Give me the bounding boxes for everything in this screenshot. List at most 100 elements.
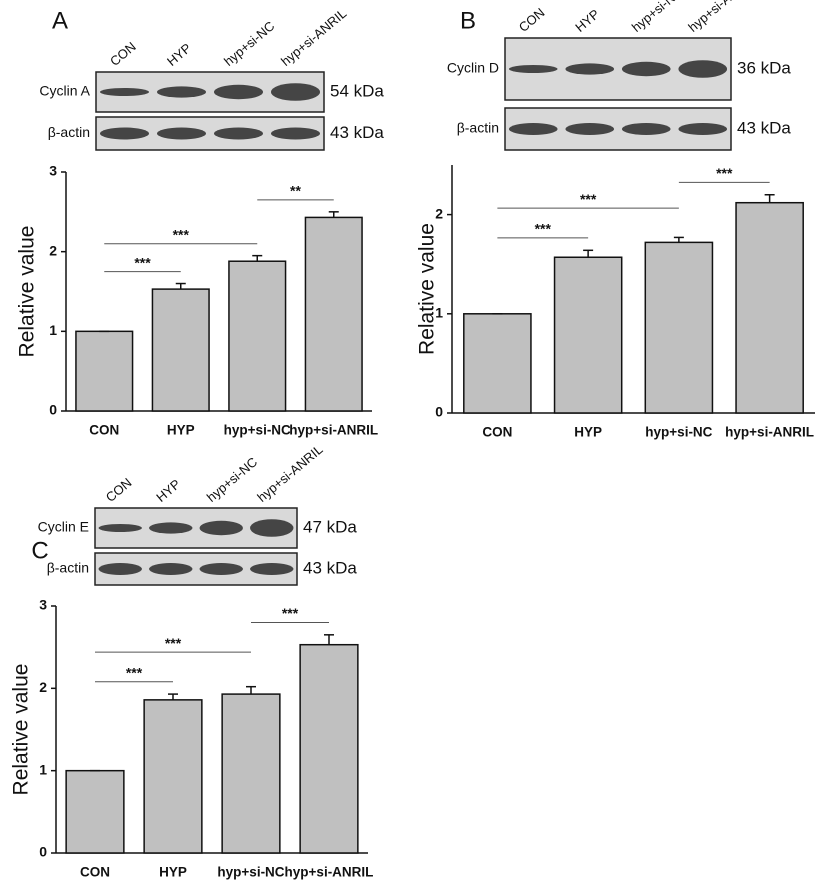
y-tick-label: 3 — [39, 597, 47, 613]
bar — [228, 260, 287, 412]
y-axis-label: Relative value — [16, 226, 39, 358]
bar — [644, 241, 714, 414]
lane-label: hyp+si-NC — [204, 454, 260, 505]
x-tick-label: HYP — [574, 425, 602, 440]
lane-label: hyp+si-ANRIL — [685, 0, 756, 35]
x-tick-label: HYP — [159, 865, 187, 880]
bar — [65, 769, 125, 854]
size-label: 43 kDa — [303, 558, 357, 577]
protein-label: β-actin — [457, 120, 499, 136]
lane-label: hyp+si-ANRIL — [278, 6, 349, 69]
protein-label: Cyclin E — [38, 519, 89, 535]
band — [270, 127, 321, 140]
y-tick-label: 0 — [49, 402, 57, 418]
band — [98, 524, 142, 532]
lane-label: HYP — [164, 40, 194, 69]
band — [99, 88, 150, 96]
x-tick-label: CON — [80, 865, 110, 880]
band — [156, 86, 207, 98]
x-tick-label: hyp+si-NC — [224, 423, 291, 438]
lane-label: hyp+si-ANRIL — [254, 442, 325, 505]
protein-label: Cyclin D — [447, 60, 499, 76]
band — [621, 123, 671, 135]
bar — [221, 693, 281, 854]
band — [149, 522, 193, 534]
y-tick-label: 3 — [49, 163, 57, 179]
y-tick-label: 0 — [39, 844, 47, 860]
x-tick-label: HYP — [167, 423, 195, 438]
lane-label: hyp+si-NC — [629, 0, 685, 35]
error-bar — [175, 282, 186, 290]
error-bar — [328, 211, 339, 218]
bar — [735, 201, 804, 414]
bar — [75, 330, 134, 412]
y-tick-label: 2 — [39, 679, 47, 695]
size-label: 36 kDa — [737, 58, 791, 77]
band — [565, 123, 615, 135]
lane-label: HYP — [153, 476, 183, 505]
protein-label: β-actin — [47, 560, 89, 576]
y-tick-label: 1 — [39, 761, 47, 777]
bar — [304, 216, 363, 412]
size-label: 43 kDa — [737, 118, 791, 137]
x-tick-label: CON — [482, 425, 512, 440]
y-axis-label: Relative value — [416, 223, 439, 355]
protein-label: β-actin — [48, 124, 90, 140]
protein-label: Cyclin A — [39, 83, 90, 99]
panel-letter: A — [52, 7, 68, 34]
x-tick-label: hyp+si-ANRIL — [725, 425, 814, 440]
band — [678, 123, 728, 135]
bar — [553, 256, 623, 414]
lane-label: CON — [107, 39, 139, 69]
error-bar — [246, 685, 256, 695]
band — [149, 563, 193, 575]
size-label: 47 kDa — [303, 517, 357, 536]
band — [508, 123, 558, 135]
band — [199, 520, 243, 536]
band — [621, 61, 671, 77]
band — [99, 127, 150, 140]
band — [213, 84, 264, 100]
error-bar — [764, 194, 775, 203]
significance-label: *** — [134, 254, 151, 270]
x-tick-label: CON — [89, 423, 119, 438]
bar — [463, 313, 532, 414]
error-bar — [583, 249, 594, 258]
error-bar — [673, 236, 684, 243]
significance-label: *** — [173, 226, 190, 242]
band — [678, 60, 728, 78]
size-label: 43 kDa — [330, 123, 384, 142]
significance-label: *** — [126, 664, 143, 680]
significance-label: *** — [165, 635, 182, 651]
lane-label: hyp+si-NC — [221, 18, 277, 69]
lane-label: CON — [103, 475, 135, 505]
lane-label: CON — [516, 5, 548, 35]
bar — [299, 643, 359, 854]
band — [565, 63, 615, 75]
x-tick-label: hyp+si-NC — [645, 425, 712, 440]
band — [199, 563, 243, 575]
significance-label: ** — [290, 183, 301, 199]
lane-label: HYP — [572, 6, 602, 35]
y-tick-label: 2 — [435, 205, 443, 221]
band — [508, 65, 558, 73]
bar — [151, 288, 210, 412]
band — [98, 563, 142, 575]
band — [250, 563, 294, 575]
band — [213, 127, 264, 140]
x-tick-label: hyp+si-NC — [217, 865, 284, 880]
x-tick-label: hyp+si-ANRIL — [289, 423, 378, 438]
significance-label: *** — [282, 605, 299, 621]
band — [270, 83, 321, 101]
y-tick-label: 1 — [435, 305, 443, 321]
size-label: 54 kDa — [330, 81, 384, 100]
y-tick-label: 0 — [435, 404, 443, 420]
band — [156, 127, 207, 140]
significance-label: *** — [716, 165, 733, 181]
panel-letter: B — [460, 7, 476, 34]
error-bar — [168, 693, 178, 700]
x-tick-label: hyp+si-ANRIL — [285, 865, 374, 880]
significance-label: *** — [535, 221, 552, 237]
panel-letter: C — [31, 537, 48, 564]
